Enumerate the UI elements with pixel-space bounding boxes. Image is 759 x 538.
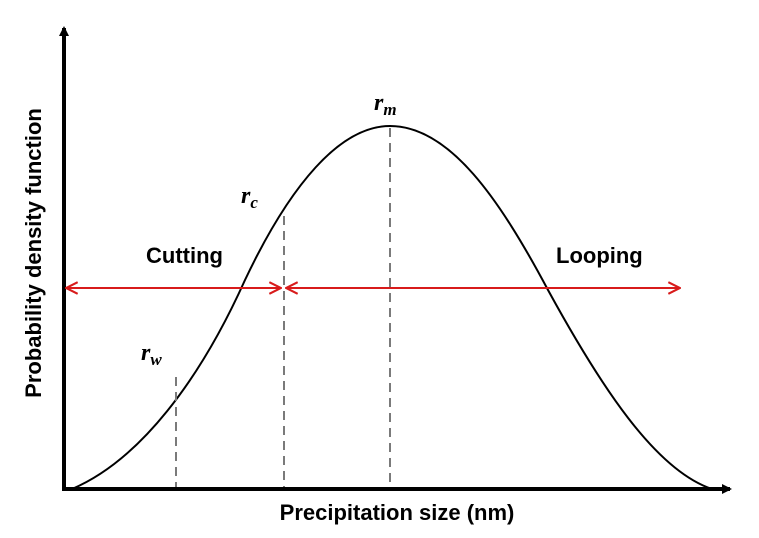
rm-symbol: r [374,90,384,116]
rc-symbol: r [241,183,251,209]
cutting-label: Cutting [146,243,223,268]
rw-label: rw [141,340,162,369]
x-axis-title: Precipitation size (nm) [280,500,515,525]
y-axis-title: Probability density function [21,108,46,398]
rm-label: rm [374,90,397,119]
distribution-curve [71,124,713,490]
rw-symbol: r [141,340,151,366]
rw-subscript: w [150,350,162,369]
rm-subscript: m [383,100,396,119]
rc-label: rc [241,183,258,212]
rc-subscript: c [250,193,258,212]
looping-label: Looping [556,243,643,268]
